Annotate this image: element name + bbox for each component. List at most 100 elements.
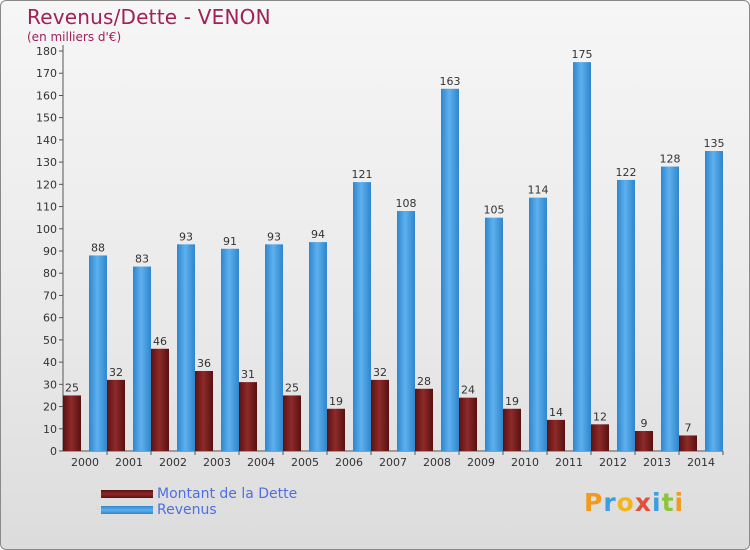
debt-bar bbox=[195, 371, 213, 451]
debt-bar bbox=[679, 435, 697, 451]
revenue-value-label: 122 bbox=[616, 166, 637, 179]
x-tick-label: 2014 bbox=[687, 456, 715, 469]
logo-letter: o bbox=[616, 488, 635, 517]
revenue-bar bbox=[617, 179, 635, 451]
x-tick-label: 2007 bbox=[379, 456, 407, 469]
revenue-bar bbox=[89, 255, 107, 451]
revenue-bar bbox=[397, 211, 415, 451]
chart-title: Revenus/Dette - VENON bbox=[27, 5, 271, 29]
debt-value-label: 19 bbox=[505, 395, 519, 408]
debt-bar bbox=[63, 395, 81, 451]
revenue-bar bbox=[221, 248, 239, 451]
chart-legend: Montant de la Dette Revenus bbox=[101, 486, 297, 518]
logo-letter: t bbox=[661, 488, 675, 517]
y-tick-label: 20 bbox=[43, 401, 57, 414]
chart-subtitle: (en milliers d'€) bbox=[27, 30, 122, 44]
debt-bar bbox=[239, 382, 257, 451]
revenue-bar bbox=[441, 88, 459, 452]
y-tick-label: 120 bbox=[36, 178, 57, 191]
logo-letter: i bbox=[652, 488, 662, 517]
revenue-value-label: 91 bbox=[223, 235, 237, 248]
debt-value-label: 12 bbox=[593, 410, 607, 423]
revenue-value-label: 135 bbox=[704, 137, 725, 150]
y-tick-label: 90 bbox=[43, 245, 57, 258]
x-tick-label: 2001 bbox=[115, 456, 143, 469]
y-tick-label: 100 bbox=[36, 223, 57, 236]
revenue-bar bbox=[177, 244, 195, 451]
revenue-value-label: 93 bbox=[267, 230, 281, 243]
proxiti-logo: Proxiti bbox=[584, 488, 684, 517]
x-tick-label: 2005 bbox=[291, 456, 319, 469]
y-tick-label: 70 bbox=[43, 289, 57, 302]
debt-bar bbox=[415, 388, 433, 451]
x-tick-label: 2003 bbox=[203, 456, 231, 469]
y-tick-label: 80 bbox=[43, 267, 57, 280]
y-tick-label: 0 bbox=[50, 445, 57, 458]
y-tick-label: 30 bbox=[43, 378, 57, 391]
y-tick-label: 10 bbox=[43, 423, 57, 436]
x-tick-label: 2002 bbox=[159, 456, 187, 469]
revenue-value-label: 88 bbox=[91, 241, 105, 254]
debt-value-label: 7 bbox=[685, 421, 692, 434]
debt-value-label: 19 bbox=[329, 395, 343, 408]
debt-value-label: 46 bbox=[153, 335, 167, 348]
revenue-bar bbox=[265, 244, 283, 451]
debt-bar bbox=[635, 431, 653, 451]
revenue-bar bbox=[485, 217, 503, 451]
y-tick-label: 170 bbox=[36, 67, 57, 80]
debt-bar bbox=[151, 348, 169, 451]
x-tick-label: 2011 bbox=[555, 456, 583, 469]
x-tick-label: 2009 bbox=[467, 456, 495, 469]
y-tick-label: 150 bbox=[36, 112, 57, 125]
legend-label-revenue: Revenus bbox=[157, 502, 217, 518]
y-tick-label: 50 bbox=[43, 334, 57, 347]
y-tick-label: 180 bbox=[36, 45, 57, 58]
legend-item-debt: Montant de la Dette bbox=[101, 486, 297, 502]
revenue-value-label: 175 bbox=[572, 48, 593, 61]
revenue-bar bbox=[705, 151, 723, 451]
debt-value-label: 28 bbox=[417, 375, 431, 388]
debt-value-label: 32 bbox=[373, 366, 387, 379]
revenue-value-label: 114 bbox=[528, 184, 549, 197]
y-tick-label: 40 bbox=[43, 356, 57, 369]
debt-value-label: 9 bbox=[641, 417, 648, 430]
x-tick-label: 2000 bbox=[71, 456, 99, 469]
y-tick-label: 160 bbox=[36, 89, 57, 102]
revenue-value-label: 121 bbox=[352, 168, 373, 181]
y-tick-label: 140 bbox=[36, 134, 57, 147]
legend-swatch-revenue bbox=[101, 506, 153, 514]
x-tick-label: 2013 bbox=[643, 456, 671, 469]
x-tick-label: 2008 bbox=[423, 456, 451, 469]
legend-swatch-debt bbox=[101, 490, 153, 498]
x-tick-label: 2012 bbox=[599, 456, 627, 469]
revenue-value-label: 83 bbox=[135, 253, 149, 266]
logo-letter: P bbox=[584, 488, 604, 517]
x-tick-label: 2010 bbox=[511, 456, 539, 469]
revenue-value-label: 93 bbox=[179, 230, 193, 243]
y-tick-label: 130 bbox=[36, 156, 57, 169]
debt-bar bbox=[503, 408, 521, 451]
x-tick-label: 2004 bbox=[247, 456, 275, 469]
revenue-bar bbox=[133, 266, 151, 451]
logo-letter: i bbox=[674, 488, 685, 517]
logo-letter: x bbox=[634, 488, 652, 517]
legend-item-revenue: Revenus bbox=[101, 502, 297, 518]
debt-value-label: 32 bbox=[109, 366, 123, 379]
logo-letter: r bbox=[603, 488, 617, 517]
debt-value-label: 25 bbox=[285, 381, 299, 394]
debt-bar bbox=[107, 379, 125, 451]
revenue-value-label: 163 bbox=[440, 75, 461, 88]
debt-value-label: 14 bbox=[549, 406, 563, 419]
revenue-value-label: 105 bbox=[484, 204, 505, 217]
revenue-bar bbox=[529, 197, 547, 451]
revenue-bar bbox=[353, 182, 371, 451]
debt-value-label: 24 bbox=[461, 384, 475, 397]
debt-bar bbox=[283, 395, 301, 451]
debt-value-label: 31 bbox=[241, 368, 255, 381]
revenue-value-label: 108 bbox=[396, 197, 417, 210]
y-tick-label: 60 bbox=[43, 312, 57, 325]
debt-bar bbox=[371, 379, 389, 451]
revenue-value-label: 94 bbox=[311, 228, 325, 241]
